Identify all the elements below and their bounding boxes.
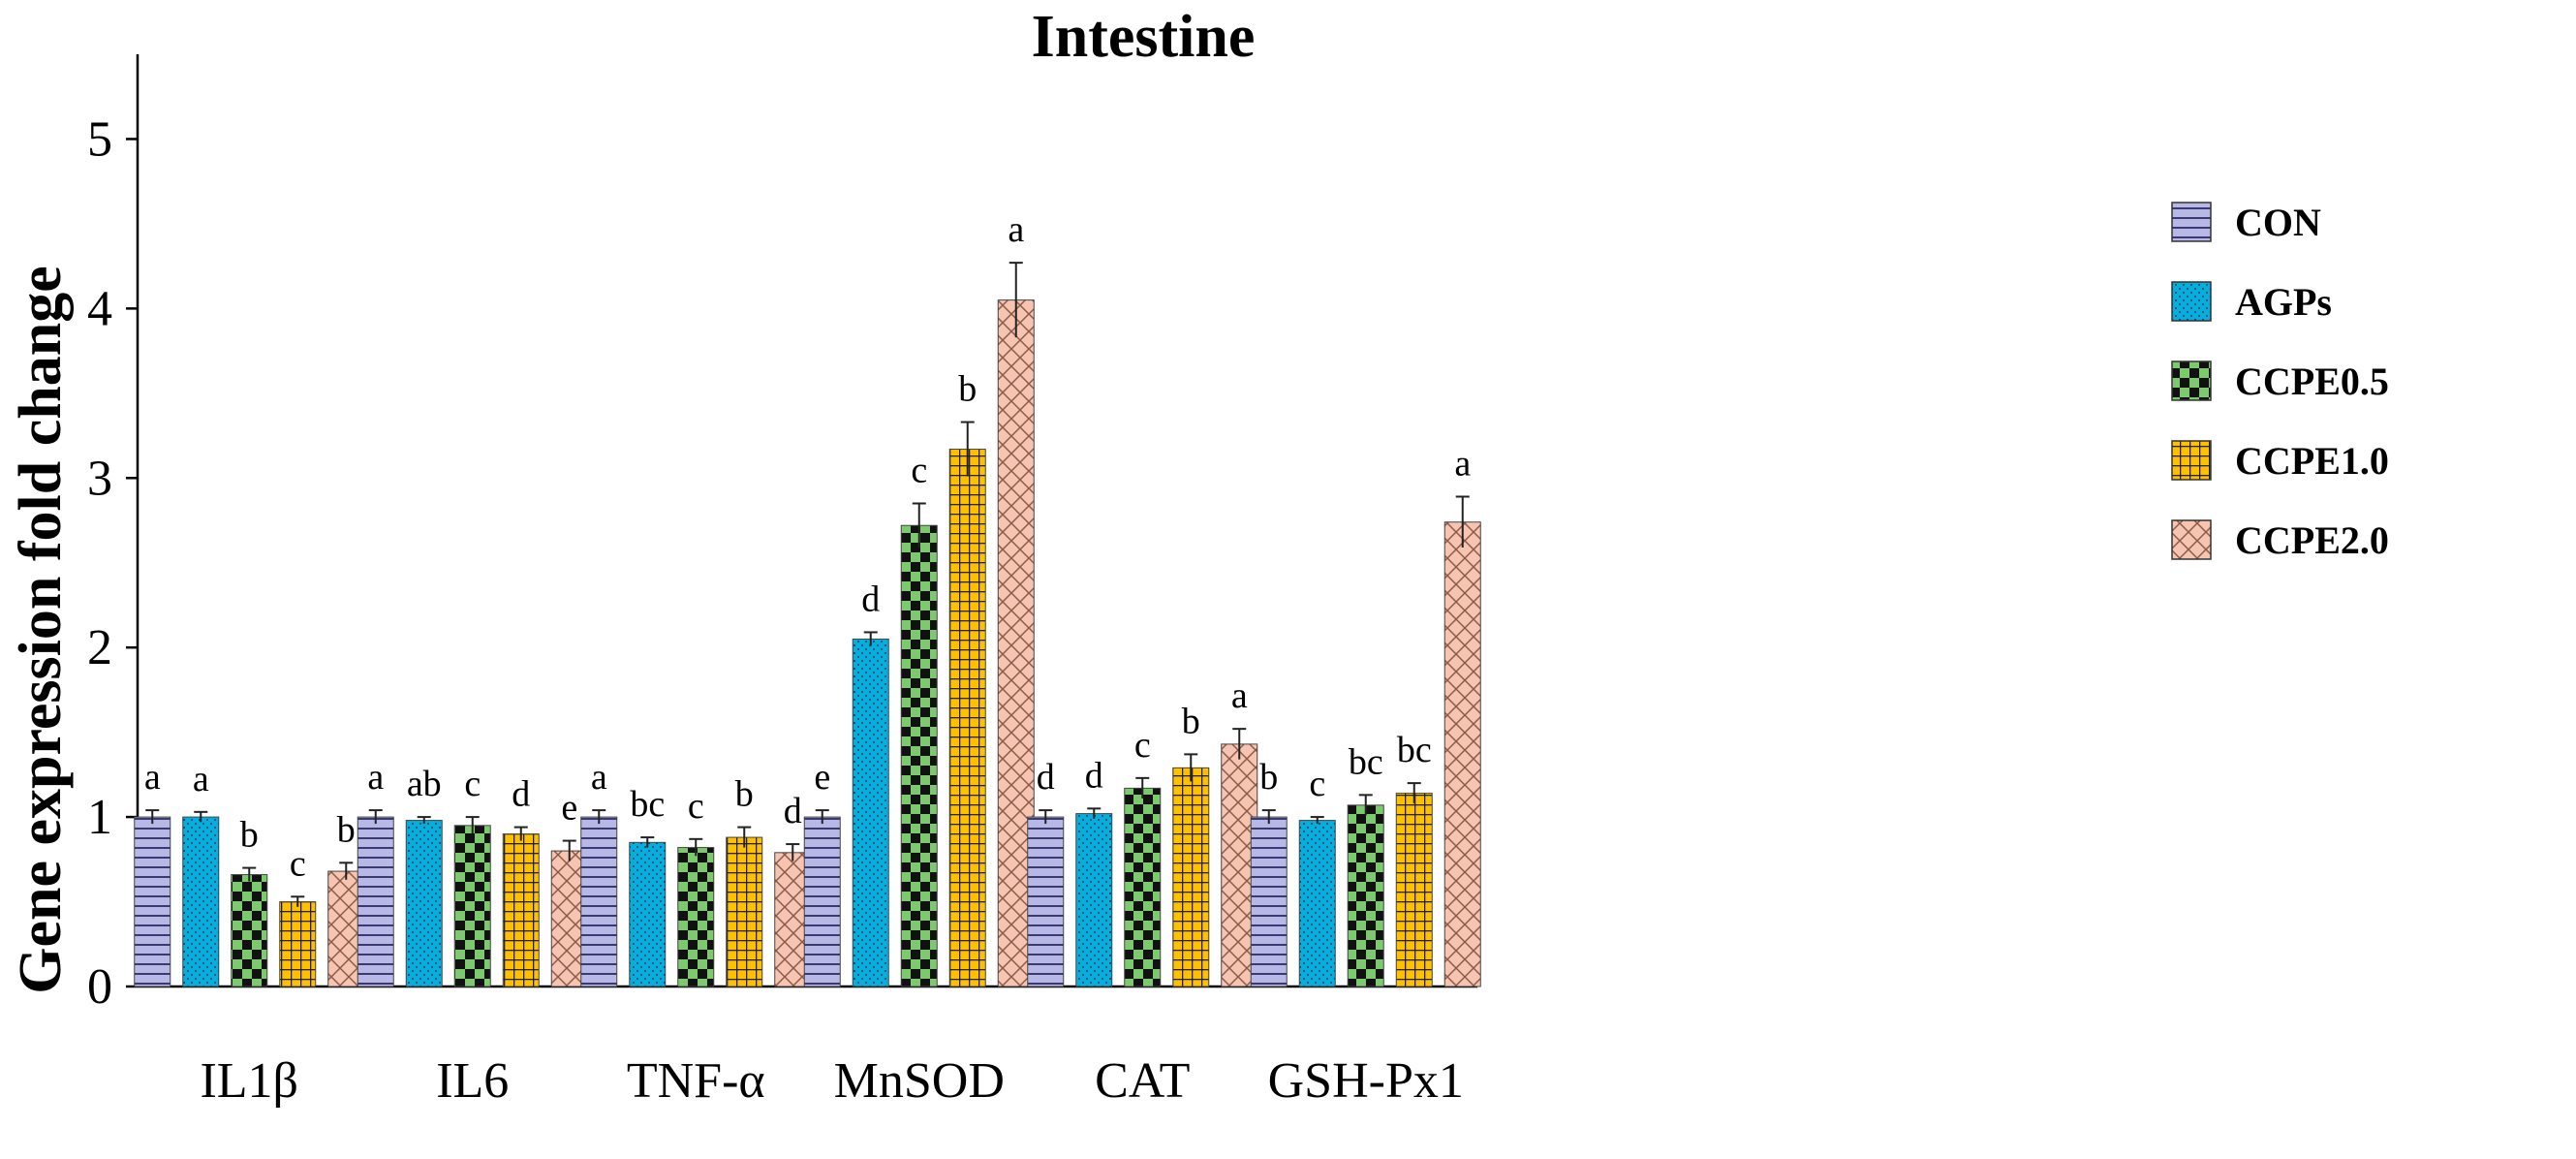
legend: CON AGPs CCPE0.5 CCPE1.0 CCPE2.0 [2171,201,2389,562]
legend-swatch [2171,440,2212,481]
bar [405,820,443,987]
y-tick-label: 5 [87,111,112,167]
significance-label: bc [1349,741,1383,782]
significance-label: d [784,791,802,831]
legend-label: CON [2235,201,2321,244]
bar [1298,820,1336,987]
x-category-label: TNF-α [627,1053,765,1109]
significance-label: d [512,774,530,815]
legend-item: CCPE0.5 [2171,360,2389,403]
bar [453,825,491,987]
significance-label: c [688,786,704,827]
significance-label: e [561,788,577,829]
significance-label: bc [630,784,665,825]
legend-swatch [2171,360,2212,401]
significance-label: bc [1397,730,1432,770]
y-tick-label: 2 [87,620,112,675]
legend-swatch [2171,281,2212,322]
legend-label: AGPs [2235,280,2332,324]
significance-label: b [337,809,356,850]
bar [1443,521,1481,987]
significance-label: e [814,757,830,798]
significance-label: ab [407,764,442,804]
bar [231,874,268,987]
significance-label: b [1259,757,1278,798]
bar [1075,813,1113,987]
x-category-label: GSH-Px1 [1268,1053,1464,1109]
significance-label: b [1182,701,1200,741]
x-category-label: CAT [1095,1053,1190,1109]
x-category-label: MnSOD [834,1053,1005,1109]
y-tick-label: 3 [87,451,112,506]
bar [677,847,715,987]
significance-label: c [1134,725,1151,766]
legend-item: CON [2171,201,2321,244]
y-tick-label: 1 [87,790,112,845]
bar-group-1: a ab c d e IL6 [357,757,588,1109]
legend-label: CCPE0.5 [2235,360,2389,403]
y-tick-label: 4 [87,281,112,336]
bar [1172,767,1210,987]
y-tick-label: 0 [87,959,112,1015]
significance-label: c [1309,764,1325,804]
bar [852,638,889,987]
bar [357,816,394,987]
significance-label: d [861,579,880,619]
bar [580,816,618,987]
bar-group-3: e d c b a MnSOD [803,209,1035,1109]
bar [948,449,986,987]
legend-item: CCPE1.0 [2171,439,2389,483]
significance-label: a [1008,209,1024,250]
bar [1395,793,1433,987]
x-category-label: IL1β [200,1053,298,1109]
chart-title: Intestine [1032,4,1256,70]
bar [1347,804,1384,987]
bar [1027,816,1065,987]
significance-label: c [911,451,927,491]
bar [1250,816,1288,987]
legend-swatch [2171,519,2212,560]
bar [900,524,938,987]
significance-label: c [290,843,306,884]
significance-label: a [1454,444,1471,485]
legend-item: CCPE2.0 [2171,518,2389,562]
x-category-label: IL6 [436,1053,509,1109]
bar [502,833,540,987]
significance-label: d [1085,755,1103,796]
significance-label: d [1037,757,1055,798]
significance-label: b [735,774,754,815]
bar [134,816,171,987]
legend-label: CCPE1.0 [2235,439,2389,483]
significance-label: c [464,764,481,804]
bar [629,841,667,987]
significance-label: b [240,815,259,856]
legend-item: AGPs [2171,280,2332,324]
significance-label: b [958,369,977,410]
bar-group-2: abc c b d TNF-α [580,757,812,1109]
y-axis-label: Gene expression fold change [8,266,74,993]
significance-label: a [591,757,607,798]
bar [182,816,220,987]
significance-label: a [193,759,209,799]
bar [1124,787,1162,987]
significance-label: a [1231,675,1248,716]
bar [279,901,317,987]
bar [803,816,841,987]
legend-label: CCPE2.0 [2235,518,2389,562]
bar [726,836,763,987]
significance-label: a [144,757,161,798]
legend-swatch [2171,202,2212,242]
significance-label: a [367,757,384,798]
